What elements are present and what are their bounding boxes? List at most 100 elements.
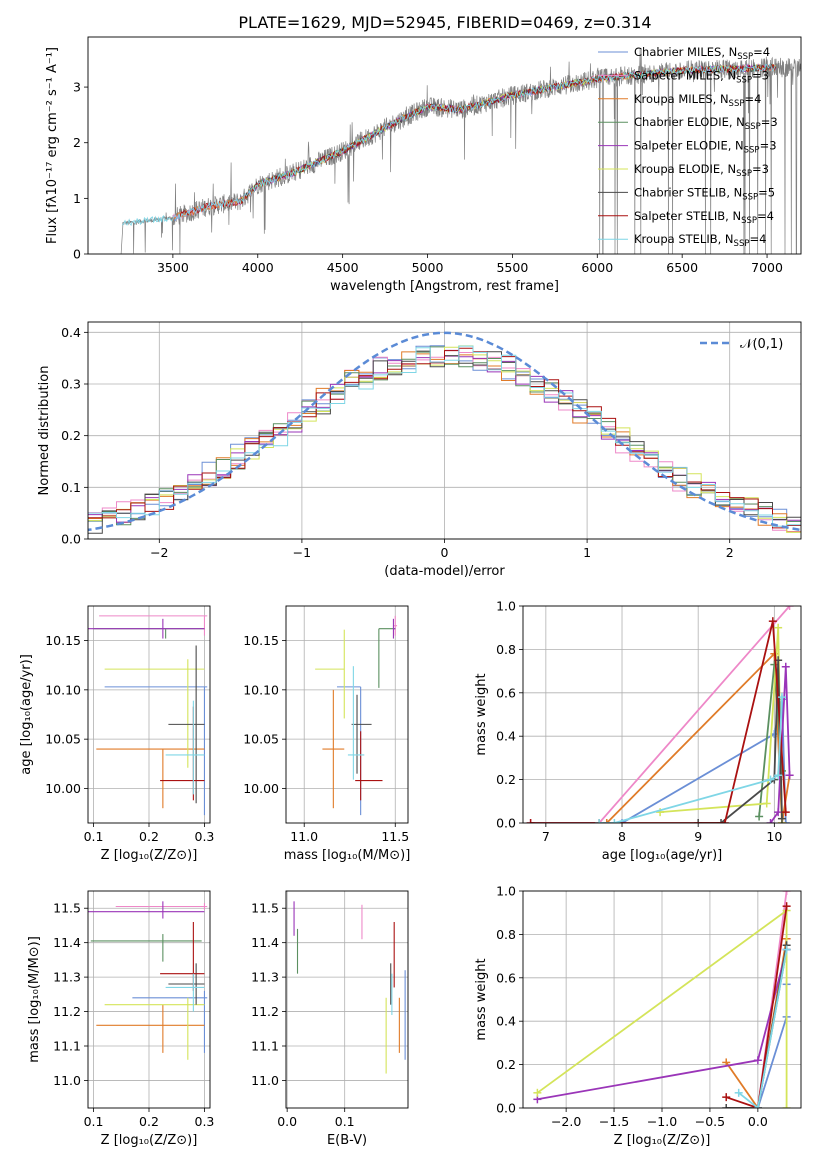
- y-tick-label: 1.0: [496, 599, 516, 614]
- y-tick-label: 0.6: [496, 970, 516, 985]
- x-tick-label: 0.2: [139, 1114, 159, 1129]
- x-tick-label: 3500: [157, 260, 189, 275]
- mass-vs-ebv-panel: 0.0 0.1 11.0 11.1 11.2 11.3 11.4 11.5 E(B-V): [251, 890, 409, 1148]
- weight-series-line: [725, 906, 788, 1108]
- y-axis-label: Flux [fλ10⁻¹⁷ erg cm⁻² s⁻¹ A⁻¹]: [45, 47, 60, 244]
- y-tick-label: 0.2: [61, 428, 81, 443]
- y-axis-label: Normed distribution: [37, 366, 52, 496]
- model-spectrum-line: [237, 63, 776, 206]
- weight-series-line: [530, 606, 791, 823]
- y-tick-label: 1.0: [496, 884, 516, 899]
- y-tick-label: 0.0: [496, 1101, 516, 1116]
- x-tick-label: 2: [726, 545, 734, 560]
- legend-entry: Kroupa MILES, NSSP=4: [634, 92, 761, 109]
- x-tick-label: 4500: [327, 260, 359, 275]
- y-tick-label: 10.05: [45, 732, 81, 747]
- y-tick-label: 1: [73, 191, 81, 206]
- plot-area: [533, 891, 791, 1108]
- x-tick-label: 5500: [496, 260, 528, 275]
- axes-frame: [87, 36, 802, 255]
- legend-entry: Chabrier MILES, NSSP=4: [634, 45, 770, 62]
- y-axis-label: mass weight: [474, 673, 489, 755]
- y-tick-label: 11.4: [53, 935, 81, 950]
- y-tick-label: 0.4: [496, 729, 516, 744]
- y-tick-label: 0.4: [496, 1014, 516, 1029]
- y-tick-label: 10.15: [45, 633, 81, 648]
- x-tick-label: −2: [150, 545, 168, 560]
- y-tick-label: 10.10: [45, 682, 81, 697]
- x-axis-label: Z [log₁₀(Z/Z⊙)]: [101, 848, 198, 863]
- y-tick-label: 0: [73, 247, 81, 262]
- legend-entry: Salpeter MILES, NSSP=3: [634, 68, 769, 85]
- grid: [88, 891, 210, 1108]
- weight-vs-metallicity-panel: −2.0 −1.5 −1.0 −0.5 0.0 0.0 0.2 0.4 0.6 0.8 1.0 Z […: [474, 884, 802, 1148]
- axes-frame: [285, 890, 409, 1109]
- y-tick-label: 11.0: [251, 1073, 279, 1088]
- weight-series-line: [698, 660, 783, 823]
- legend-entry: Chabrier STELIB, NSSP=5: [634, 185, 775, 202]
- grid: [523, 605, 801, 824]
- model-spectrum-line: [237, 63, 776, 203]
- model-spectrum-line: [237, 63, 776, 204]
- axes-frame: [522, 890, 802, 1109]
- spectrum-legend: Chabrier MILES, NSSP=4 Salpeter MILES, NS…: [598, 45, 778, 249]
- x-tick-label: 0.3: [195, 1114, 215, 1129]
- x-tick-label: 0.1: [335, 1114, 355, 1129]
- x-tick-label: −1: [293, 545, 311, 560]
- model-spectrum-line: [121, 63, 776, 227]
- x-axis-label: (data-model)/error: [384, 564, 505, 579]
- axes-frame: [87, 890, 211, 1109]
- y-tick-label: 0.0: [496, 816, 516, 831]
- plot-area: [315, 615, 398, 816]
- x-tick-label: −0.5: [695, 1114, 725, 1129]
- x-tick-label: 9: [694, 829, 702, 844]
- x-axis-label: mass [log₁₀(M/M⊙)]: [284, 848, 411, 863]
- y-tick-label: 0.2: [496, 772, 516, 787]
- y-tick-label: 11.2: [53, 1004, 81, 1019]
- mass-vs-metallicity-panel: 0.1 0.2 0.3 11.0 11.1 11.2 11.3 11.4 11.5 Z [log₁…: [27, 890, 215, 1148]
- grid: [286, 891, 408, 1108]
- y-axis-label: mass weight: [474, 958, 489, 1040]
- x-tick-label: 0: [441, 545, 449, 560]
- grid: [523, 890, 801, 1109]
- x-tick-label: 8: [618, 829, 626, 844]
- x-axis-label: wavelength [Angstrom, rest frame]: [330, 279, 559, 294]
- y-axis-label: mass [log₁₀(M/M⊙)]: [27, 936, 42, 1063]
- x-tick-label: 7: [542, 829, 550, 844]
- y-tick-label: 10.15: [243, 633, 279, 648]
- plot-area: [293, 901, 406, 1074]
- grid: [88, 606, 210, 823]
- y-tick-label: 11.3: [53, 970, 81, 985]
- x-tick-label: 11.5: [381, 829, 409, 844]
- y-tick-label: 0.4: [61, 325, 81, 340]
- y-tick-label: 0.8: [496, 642, 516, 657]
- x-tick-label: 6500: [666, 260, 698, 275]
- axes-frame: [87, 605, 211, 824]
- x-axis-label: Z [log₁₀(Z/Z⊙)]: [614, 1133, 711, 1148]
- y-tick-label: 0.0: [61, 532, 81, 547]
- plot-area: [88, 331, 801, 534]
- x-axis-label: Z [log₁₀(Z/Z⊙)]: [101, 1133, 198, 1148]
- y-tick-label: 10.00: [45, 781, 81, 796]
- axes-frame: [522, 605, 802, 824]
- figure-title: PLATE=1629, MJD=52945, FIBERID=0469, z=0…: [238, 13, 651, 32]
- age-vs-metallicity-panel: 0.1 0.2 0.3 10.00 10.05 10.10 10.15 Z [log₁₀(Z/…: [19, 605, 214, 863]
- x-tick-label: 0.0: [748, 1114, 768, 1129]
- residuals-legend: 𝒩(0,1): [700, 337, 783, 352]
- x-tick-label: −1.5: [599, 1114, 629, 1129]
- y-tick-label: 11.4: [251, 935, 279, 950]
- age-vs-mass-panel: 11.0 11.5 10.00 10.05 10.10 10.15 mass [log₁₀(…: [243, 605, 411, 863]
- x-tick-label: 0.1: [84, 829, 104, 844]
- weight-series-line: [530, 620, 787, 823]
- y-tick-label: 11.2: [251, 1004, 279, 1019]
- y-tick-label: 11.1: [251, 1039, 279, 1054]
- x-axis-label: E(B-V): [327, 1133, 367, 1148]
- x-tick-label: −2.0: [551, 1114, 581, 1129]
- legend-entry: Kroupa STELIB, NSSP=4: [634, 232, 766, 249]
- y-tick-label: 10.05: [243, 732, 279, 747]
- axes-frame: [285, 605, 409, 824]
- model-spectrum-line: [237, 63, 776, 204]
- x-tick-label: 6000: [581, 260, 613, 275]
- legend-entry: Salpeter STELIB, NSSP=4: [634, 209, 774, 226]
- x-tick-label: 0.2: [139, 829, 159, 844]
